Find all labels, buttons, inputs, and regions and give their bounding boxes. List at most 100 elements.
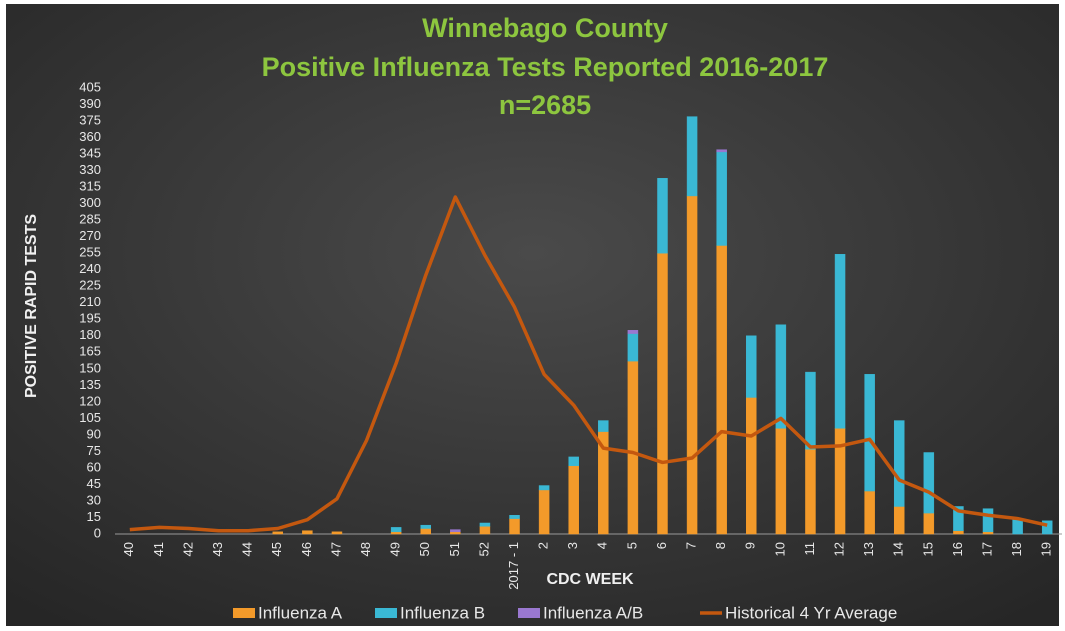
y-tick-label: 315 [79, 179, 101, 194]
y-tick-label: 90 [87, 426, 101, 441]
bar-segment [686, 116, 698, 197]
x-tick-label: 41 [151, 542, 166, 556]
y-tick-label: 210 [79, 294, 101, 309]
x-tick-label: 5 [624, 542, 639, 549]
legend-label: Influenza A [258, 603, 343, 622]
chart-background [6, 4, 1059, 626]
x-tick-label: 9 [743, 542, 758, 549]
x-tick-label: 44 [240, 542, 255, 556]
chart-title: Winnebago County [422, 13, 668, 43]
bar-segment [864, 490, 875, 535]
x-tick-label: 2 [536, 542, 551, 549]
bar-segment [953, 506, 964, 531]
bar-segment [420, 528, 431, 535]
bar-segment [982, 508, 994, 533]
x-tick-label: 12 [831, 542, 846, 556]
legend-swatch [233, 608, 255, 618]
bar-segment [538, 485, 550, 491]
y-tick-label: 0 [94, 525, 101, 540]
bar-segment [893, 420, 905, 507]
x-tick-label: 14 [891, 542, 906, 556]
bar-segment [509, 518, 520, 535]
bar-segment [923, 512, 935, 535]
x-tick-label: 13 [861, 542, 876, 556]
legend-swatch [518, 608, 540, 618]
y-tick-label: 195 [79, 311, 101, 326]
bar-segment [893, 506, 905, 535]
x-tick-label: 48 [358, 542, 373, 556]
line-series [129, 195, 1048, 533]
y-tick-label: 75 [87, 443, 101, 458]
bar-segment [568, 465, 579, 535]
x-tick-label: 42 [180, 542, 195, 556]
y-tick-label: 270 [79, 228, 101, 243]
bar-segment [538, 489, 550, 535]
bar-segment [923, 452, 935, 514]
legend-swatch [375, 608, 397, 618]
bar-segment [509, 515, 520, 519]
x-tick-label: 11 [802, 542, 817, 556]
bar-segment [805, 448, 816, 535]
bar-segment [302, 530, 313, 535]
bar-segment [805, 371, 816, 450]
y-tick-label: 135 [79, 377, 101, 392]
y-tick-label: 375 [79, 112, 101, 127]
bar-segment [479, 526, 491, 535]
x-tick-label: 43 [210, 542, 225, 556]
y-tick-label: 180 [79, 327, 101, 342]
bar-segment [598, 420, 609, 432]
x-tick-label: 52 [476, 542, 491, 556]
chart-title: Positive Influenza Tests Reported 2016-2… [262, 52, 829, 82]
bar-segment [716, 245, 727, 535]
bar-segment [775, 428, 787, 535]
bar-segment [746, 397, 757, 535]
x-tick-label: 7 [684, 542, 699, 549]
x-tick-label: 16 [950, 542, 965, 556]
y-tick-label: 330 [79, 162, 101, 177]
legend-label: Historical 4 Yr Average [725, 603, 897, 622]
y-tick-label: 165 [79, 344, 101, 359]
x-tick-label: 17 [979, 542, 994, 556]
bar-segment [864, 374, 875, 492]
bar-segment [716, 149, 727, 153]
bar-segment [657, 252, 668, 535]
x-tick-label: 10 [772, 542, 787, 556]
y-tick-label: 255 [79, 245, 101, 260]
bar-segment [746, 335, 757, 398]
bar-segment [716, 151, 727, 246]
y-tick-label: 360 [79, 129, 101, 144]
legend-label: Influenza B [400, 603, 485, 622]
bar-segment [834, 254, 846, 429]
y-tick-label: 240 [79, 261, 101, 276]
y-tick-label: 225 [79, 278, 101, 293]
y-tick-label: 15 [87, 509, 101, 524]
bar-segment [568, 456, 579, 466]
x-tick-label: 46 [299, 542, 314, 556]
x-tick-label: 3 [565, 542, 580, 549]
x-tick-label: 51 [447, 542, 462, 556]
bar-segment [982, 531, 994, 535]
bar-segment [627, 333, 639, 362]
x-tick-label: 6 [654, 542, 669, 549]
x-tick-label: 49 [388, 542, 403, 556]
x-tick-label: 40 [121, 542, 136, 556]
y-tick-label: 285 [79, 212, 101, 227]
y-tick-label: 60 [87, 459, 101, 474]
x-tick-label: 2017 - 1 [506, 542, 521, 590]
bar-segment [775, 324, 787, 429]
x-tick-label: 45 [269, 542, 284, 556]
y-tick-label: 30 [87, 492, 101, 507]
y-tick-label: 300 [79, 195, 101, 210]
y-tick-label: 120 [79, 393, 101, 408]
bar-segment [450, 531, 461, 535]
x-axis-title: CDC WEEK [546, 571, 634, 588]
bar-segment [627, 330, 639, 334]
legend-label: Influenza A/B [543, 603, 643, 622]
x-tick-label: 47 [328, 542, 343, 556]
x-tick-label: 50 [417, 542, 432, 556]
x-tick-label: 19 [1039, 542, 1054, 556]
bar-segment [953, 530, 964, 535]
y-tick-label: 345 [79, 146, 101, 161]
y-tick-label: 405 [79, 79, 101, 94]
